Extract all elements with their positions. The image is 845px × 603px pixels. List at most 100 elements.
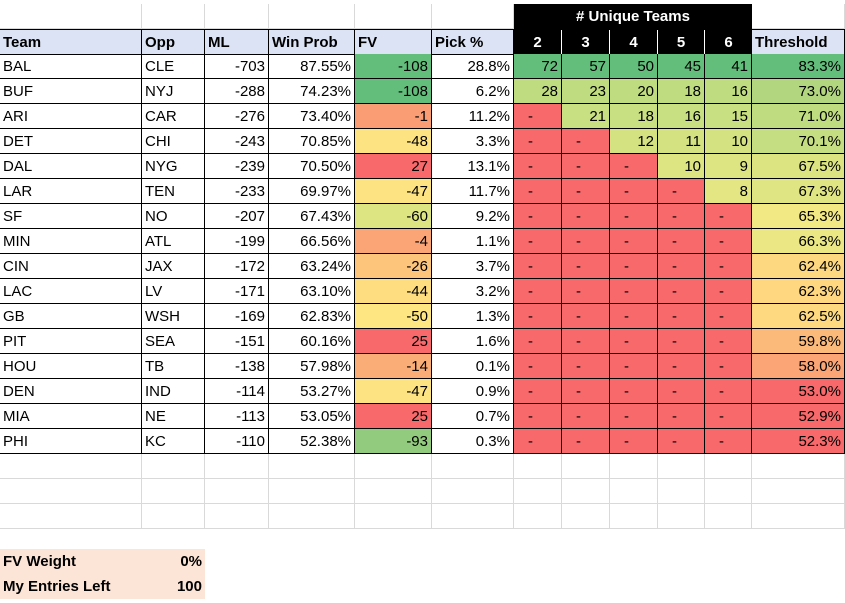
unique-5-cell[interactable]: -: [658, 329, 705, 354]
opp-cell[interactable]: ATL: [142, 229, 205, 254]
fv-cell[interactable]: -44: [355, 279, 432, 304]
unique-6-cell[interactable]: 15: [705, 104, 752, 129]
win-prob-cell[interactable]: 87.55%: [269, 54, 355, 79]
threshold-cell[interactable]: 62.5%: [752, 304, 845, 329]
header-unique-6[interactable]: 6: [705, 30, 752, 55]
header-unique-4[interactable]: 4: [610, 30, 658, 55]
ml-cell[interactable]: -239: [205, 154, 269, 179]
opp-cell[interactable]: JAX: [142, 254, 205, 279]
fv-cell[interactable]: -48: [355, 129, 432, 154]
unique-5-cell[interactable]: -: [658, 354, 705, 379]
header-team[interactable]: Team: [0, 30, 142, 55]
entries-left-label[interactable]: My Entries Left: [0, 574, 142, 599]
cell[interactable]: [142, 504, 205, 529]
cell[interactable]: [142, 4, 205, 29]
cell[interactable]: [0, 479, 142, 504]
unique-4-cell[interactable]: -: [610, 379, 658, 404]
win-prob-cell[interactable]: 57.98%: [269, 354, 355, 379]
cell[interactable]: [658, 479, 705, 504]
unique-6-cell[interactable]: 9: [705, 154, 752, 179]
unique-6-cell[interactable]: -: [705, 379, 752, 404]
ml-cell[interactable]: -288: [205, 79, 269, 104]
header-pick-pct[interactable]: Pick %: [432, 30, 514, 55]
threshold-cell[interactable]: 52.3%: [752, 429, 845, 454]
win-prob-cell[interactable]: 63.24%: [269, 254, 355, 279]
team-cell[interactable]: SF: [0, 204, 142, 229]
cell[interactable]: [432, 4, 514, 29]
cell[interactable]: [562, 479, 610, 504]
threshold-cell[interactable]: 58.0%: [752, 354, 845, 379]
cell[interactable]: [205, 4, 269, 29]
fv-cell[interactable]: 27: [355, 154, 432, 179]
threshold-cell[interactable]: 65.3%: [752, 204, 845, 229]
unique-3-cell[interactable]: -: [562, 379, 610, 404]
ml-cell[interactable]: -172: [205, 254, 269, 279]
cell[interactable]: [705, 454, 752, 479]
unique-2-cell[interactable]: -: [514, 404, 562, 429]
unique-6-cell[interactable]: 41: [705, 54, 752, 79]
team-cell[interactable]: ARI: [0, 104, 142, 129]
cell[interactable]: [752, 504, 845, 529]
fv-cell[interactable]: -108: [355, 54, 432, 79]
unique-2-cell[interactable]: -: [514, 179, 562, 204]
unique-6-cell[interactable]: 16: [705, 79, 752, 104]
unique-4-cell[interactable]: 18: [610, 104, 658, 129]
ml-cell[interactable]: -243: [205, 129, 269, 154]
pick-pct-cell[interactable]: 13.1%: [432, 154, 514, 179]
unique-5-cell[interactable]: -: [658, 279, 705, 304]
unique-5-cell[interactable]: -: [658, 304, 705, 329]
threshold-cell[interactable]: 67.5%: [752, 154, 845, 179]
opp-cell[interactable]: NYJ: [142, 79, 205, 104]
win-prob-cell[interactable]: 70.50%: [269, 154, 355, 179]
fv-cell[interactable]: -93: [355, 429, 432, 454]
pick-pct-cell[interactable]: 11.2%: [432, 104, 514, 129]
win-prob-cell[interactable]: 63.10%: [269, 279, 355, 304]
pick-pct-cell[interactable]: 1.6%: [432, 329, 514, 354]
threshold-cell[interactable]: 62.3%: [752, 279, 845, 304]
team-cell[interactable]: DEN: [0, 379, 142, 404]
cell[interactable]: [205, 479, 269, 504]
header-unique-5[interactable]: 5: [658, 30, 705, 55]
ml-cell[interactable]: -233: [205, 179, 269, 204]
ml-cell[interactable]: -114: [205, 379, 269, 404]
fv-cell[interactable]: -50: [355, 304, 432, 329]
team-cell[interactable]: MIA: [0, 404, 142, 429]
unique-2-cell[interactable]: -: [514, 279, 562, 304]
opp-cell[interactable]: NE: [142, 404, 205, 429]
unique-2-cell[interactable]: -: [514, 229, 562, 254]
cell[interactable]: [562, 454, 610, 479]
threshold-cell[interactable]: 59.8%: [752, 329, 845, 354]
opp-cell[interactable]: NYG: [142, 154, 205, 179]
team-cell[interactable]: MIN: [0, 229, 142, 254]
cell[interactable]: [269, 454, 355, 479]
pick-pct-cell[interactable]: 3.7%: [432, 254, 514, 279]
unique-4-cell[interactable]: -: [610, 329, 658, 354]
unique-5-cell[interactable]: 10: [658, 154, 705, 179]
win-prob-cell[interactable]: 74.23%: [269, 79, 355, 104]
team-cell[interactable]: DAL: [0, 154, 142, 179]
unique-5-cell[interactable]: -: [658, 204, 705, 229]
fv-cell[interactable]: -47: [355, 379, 432, 404]
pick-pct-cell[interactable]: 9.2%: [432, 204, 514, 229]
cell[interactable]: [269, 504, 355, 529]
unique-5-cell[interactable]: -: [658, 429, 705, 454]
team-cell[interactable]: HOU: [0, 354, 142, 379]
entries-left-value[interactable]: 100: [142, 574, 205, 599]
unique-5-cell[interactable]: 45: [658, 54, 705, 79]
ml-cell[interactable]: -207: [205, 204, 269, 229]
unique-6-cell[interactable]: -: [705, 229, 752, 254]
cell[interactable]: [610, 454, 658, 479]
fv-cell[interactable]: -108: [355, 79, 432, 104]
unique-2-cell[interactable]: -: [514, 254, 562, 279]
fv-cell[interactable]: 25: [355, 404, 432, 429]
unique-4-cell[interactable]: -: [610, 354, 658, 379]
unique-3-cell[interactable]: -: [562, 179, 610, 204]
unique-2-cell[interactable]: -: [514, 154, 562, 179]
unique-4-cell[interactable]: 50: [610, 54, 658, 79]
threshold-cell[interactable]: 83.3%: [752, 54, 845, 79]
opp-cell[interactable]: TEN: [142, 179, 205, 204]
cell[interactable]: [514, 504, 562, 529]
ml-cell[interactable]: -703: [205, 54, 269, 79]
cell[interactable]: [142, 454, 205, 479]
win-prob-cell[interactable]: 66.56%: [269, 229, 355, 254]
